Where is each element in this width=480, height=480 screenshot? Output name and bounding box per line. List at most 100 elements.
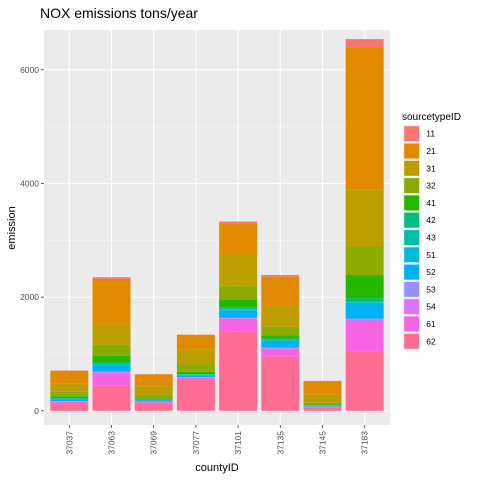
bar-segment [345,47,384,190]
bar-segment [92,324,131,345]
legend-key [404,195,420,211]
legend-key [404,178,420,194]
bar-segment [219,308,258,310]
legend-label: 31 [426,163,436,173]
bar-segment [176,374,215,375]
bar-segment [261,356,300,411]
legend-key [404,212,420,228]
bar-segment [261,348,300,349]
x-tick-label: 37037 [64,431,74,455]
bar-segment [92,371,131,373]
legend: sourcetypeID 11 21 31 32 41 42 43 51 52 53 54 61 62 [402,112,461,350]
bar-segment [92,385,131,411]
bar-segment [219,317,258,319]
legend-key [404,264,420,280]
legend-key [404,247,420,263]
bar-segment [50,370,89,384]
bar-segment [219,223,258,255]
bar-segment [134,386,173,395]
bar-segment [219,221,258,224]
bar-segment [345,274,384,299]
bar-segment [50,401,89,404]
bar-segment [303,402,342,405]
bar-segment [134,400,173,402]
bar-segment [219,318,258,332]
y-axis-title: emission [6,206,18,249]
y-tick-label: 0 [34,406,39,416]
bar-segment [92,355,131,363]
bar-segment [92,344,131,356]
x-tick-label: 37183 [360,431,370,455]
bar-segment [219,309,258,311]
x-axis: 37037 37063 37069 37077 37101 37135 37145 37183 [64,425,370,455]
bar-segment [134,402,173,404]
legend-label: 21 [426,146,436,156]
x-tick-label: 37063 [107,431,117,455]
x-tick-label: 37135 [275,431,285,455]
legend-key [404,126,420,142]
legend-label: 32 [426,181,436,191]
legend-key [404,316,420,332]
legend-key [404,143,420,159]
bar-segment [92,363,131,365]
y-axis: 0 2000 4000 6000 [20,65,44,416]
bar-segment [303,394,342,403]
legend-label: 52 [426,267,436,277]
y-tick-label: 4000 [20,178,39,188]
bar-segment [219,254,258,286]
bar-segment [176,375,215,378]
x-tick-label: 37101 [233,431,243,455]
bar-segment [303,381,342,395]
bar-segment [50,399,89,402]
bar-segment [92,365,131,372]
bar-segment [261,335,300,339]
bar-segment [50,398,89,399]
bar-segment [261,326,300,336]
bar-segment [261,341,300,348]
bar-segment [345,298,384,302]
bar-segment [92,372,131,386]
chart-title: NOX emissions tons/year [40,5,198,21]
x-tick-label: 37069 [149,431,159,455]
bar-segment [219,307,258,309]
bar-segment [219,285,258,300]
legend-label: 51 [426,250,436,260]
bar-segment [261,340,300,342]
legend-label: 41 [426,198,436,208]
bar-segment [50,396,89,399]
bar-segment [176,377,215,380]
legend-key [404,230,420,245]
bar-segment [261,274,300,277]
bar-segment [134,398,173,400]
bar-segment [50,391,89,397]
bar-segment [219,331,258,411]
bar-segment [92,372,131,373]
bar-segment [92,362,131,364]
bar-segment [303,407,342,411]
legend-label: 62 [426,336,436,346]
bar-segment [219,299,258,308]
bar-segment [345,301,384,303]
bar-segment [176,364,215,372]
y-tick-label: 2000 [20,292,39,302]
legend-label: 61 [426,319,436,329]
bar-segment [176,349,215,365]
legend-label: 43 [426,232,436,242]
bar-segment [176,379,215,411]
legend-title: sourcetypeID [402,112,461,123]
legend-key [404,333,420,349]
bar-segment [303,405,342,407]
bar-segment [345,318,384,320]
bar-segment [345,246,384,275]
bars [50,39,384,411]
x-tick-label: 37145 [317,431,327,455]
bar-segment [303,404,342,405]
bar-segment [134,374,173,387]
bar-segment [92,277,131,279]
bar-segment [176,371,215,375]
legend-key [404,299,420,315]
x-tick-label: 37077 [191,431,201,455]
bar-segment [176,334,215,350]
bar-segment [50,403,89,411]
